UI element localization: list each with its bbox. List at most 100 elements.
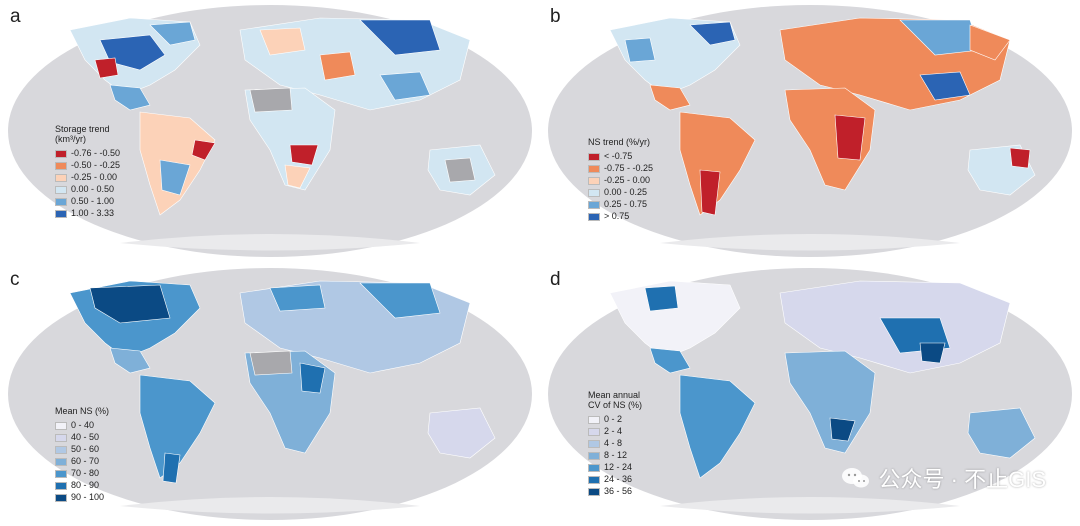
legend-item: 4 - 8	[588, 438, 642, 450]
legend-title: Mean annual CV of NS (%)	[588, 390, 643, 410]
legend-item: 40 - 50	[55, 432, 109, 444]
legend: NS trend (%/yr) < -0.75 -0.75 - -0.25 -0.2…	[588, 137, 653, 223]
legend-swatch	[55, 185, 67, 194]
legend-swatch	[588, 439, 600, 448]
legend-item: < -0.75	[588, 151, 653, 163]
legend-swatch	[55, 161, 67, 170]
panel-label: c	[10, 269, 20, 290]
legend-swatch	[55, 209, 67, 218]
watermark: 公众号 · 不止GIS	[841, 462, 1046, 494]
legend-swatch	[588, 415, 600, 424]
legend-item: 36 - 56	[588, 486, 642, 498]
legend-swatch	[588, 451, 600, 460]
legend-item: -0.25 - 0.00	[588, 175, 653, 187]
legend-label: 4 - 8	[604, 437, 623, 448]
legend-label: 90 - 100	[71, 491, 105, 502]
legend-label: 8 - 12	[604, 449, 628, 460]
legend-swatch	[55, 457, 67, 466]
world-map-cv-ns	[548, 268, 1072, 520]
legend-item: 0.00 - 0.25	[588, 187, 653, 199]
legend-label: 12 - 24	[604, 461, 633, 472]
panel-label: d	[550, 269, 561, 290]
legend-item: 70 - 80	[55, 468, 109, 480]
legend-swatch	[55, 469, 67, 478]
legend-item: -0.75 - -0.25	[588, 163, 653, 175]
legend-item: 12 - 24	[588, 462, 642, 474]
legend-title: Storage trend (km³/yr)	[55, 124, 110, 144]
legend-label: -0.25 - 0.00	[71, 171, 118, 182]
legend-item: 90 - 100	[55, 492, 109, 504]
legend-label: 70 - 80	[71, 467, 100, 478]
legend-label: 0 - 40	[71, 419, 95, 430]
legend-label: < -0.75	[604, 150, 633, 161]
legend-item: 8 - 12	[588, 450, 642, 462]
world-map-mean-ns	[8, 268, 532, 520]
legend-label: 0.00 - 0.50	[71, 183, 115, 194]
legend-item: 0 - 40	[55, 420, 109, 432]
legend-rows: < -0.75 -0.75 - -0.25 -0.25 - 0.00 0.00 - 0…	[588, 151, 653, 223]
legend-swatch	[55, 173, 67, 182]
legend-item: 0.50 - 1.00	[55, 196, 120, 208]
legend-label: 0.25 - 0.75	[604, 198, 648, 209]
legend-item: 0.00 - 0.50	[55, 184, 120, 196]
legend-swatch	[588, 164, 600, 173]
legend-item: 2 - 4	[588, 426, 642, 438]
legend-label: -0.75 - -0.25	[604, 162, 654, 173]
legend-swatch	[588, 212, 600, 221]
legend-label: 1.00 - 3.33	[71, 207, 115, 218]
legend: Storage trend (km³/yr) -0.76 - -0.50 -0.5…	[55, 124, 120, 220]
legend-label: 0.50 - 1.00	[71, 195, 115, 206]
legend-swatch	[588, 176, 600, 185]
legend-swatch	[55, 149, 67, 158]
panel-c: c Mean NS (%) 0 - 40 40 - 50 50 - 60 60 - 7…	[0, 263, 540, 526]
world-map-storage-trend	[8, 5, 532, 257]
legend-item: -0.25 - 0.00	[55, 172, 120, 184]
legend-swatch	[588, 475, 600, 484]
wechat-icon	[841, 468, 869, 488]
legend-swatch	[55, 481, 67, 490]
legend-label: 50 - 60	[71, 443, 100, 454]
world-map-ns-trend	[548, 5, 1072, 257]
legend-item: 24 - 36	[588, 474, 642, 486]
legend-rows: 0 - 40 40 - 50 50 - 60 60 - 70 70 - 80 80 - 9…	[55, 420, 109, 504]
legend-swatch	[55, 197, 67, 206]
watermark-text: 公众号 · 不止GIS	[878, 467, 1046, 492]
legend-swatch	[55, 445, 67, 454]
legend-rows: -0.76 - -0.50 -0.50 - -0.25 -0.25 - 0.00 0.…	[55, 148, 120, 220]
legend-label: -0.76 - -0.50	[71, 147, 121, 158]
legend-item: > 0.75	[588, 211, 653, 223]
legend-swatch	[588, 188, 600, 197]
legend-label: 60 - 70	[71, 455, 100, 466]
legend-item: 60 - 70	[55, 456, 109, 468]
legend-item: -0.50 - -0.25	[55, 160, 120, 172]
legend-label: 80 - 90	[71, 479, 100, 490]
legend-swatch	[588, 200, 600, 209]
panel-label: a	[10, 6, 21, 27]
panel-a: a Storage trend (km³/yr) -0.76 - -0.50 -0…	[0, 0, 540, 263]
panel-label: b	[550, 6, 561, 27]
legend-swatch	[588, 152, 600, 161]
legend-label: 0.00 - 0.25	[604, 186, 648, 197]
legend-swatch	[588, 487, 600, 496]
legend-label: -0.50 - -0.25	[71, 159, 121, 170]
legend-title: NS trend (%/yr)	[588, 137, 651, 147]
legend-label: -0.25 - 0.00	[604, 174, 651, 185]
legend: Mean NS (%) 0 - 40 40 - 50 50 - 60 60 - 70 7…	[55, 406, 109, 504]
legend-label: 0 - 2	[604, 413, 623, 424]
legend-label: 36 - 56	[604, 485, 633, 496]
legend-item: -0.76 - -0.50	[55, 148, 120, 160]
legend-swatch	[588, 427, 600, 436]
legend-item: 80 - 90	[55, 480, 109, 492]
legend-swatch	[55, 433, 67, 442]
legend-swatch	[588, 463, 600, 472]
legend-label: 40 - 50	[71, 431, 100, 442]
legend-label: 2 - 4	[604, 425, 623, 436]
legend-label: > 0.75	[604, 210, 630, 221]
legend-label: 24 - 36	[604, 473, 633, 484]
legend-item: 50 - 60	[55, 444, 109, 456]
legend-item: 0 - 2	[588, 414, 642, 426]
legend-swatch	[55, 493, 67, 502]
